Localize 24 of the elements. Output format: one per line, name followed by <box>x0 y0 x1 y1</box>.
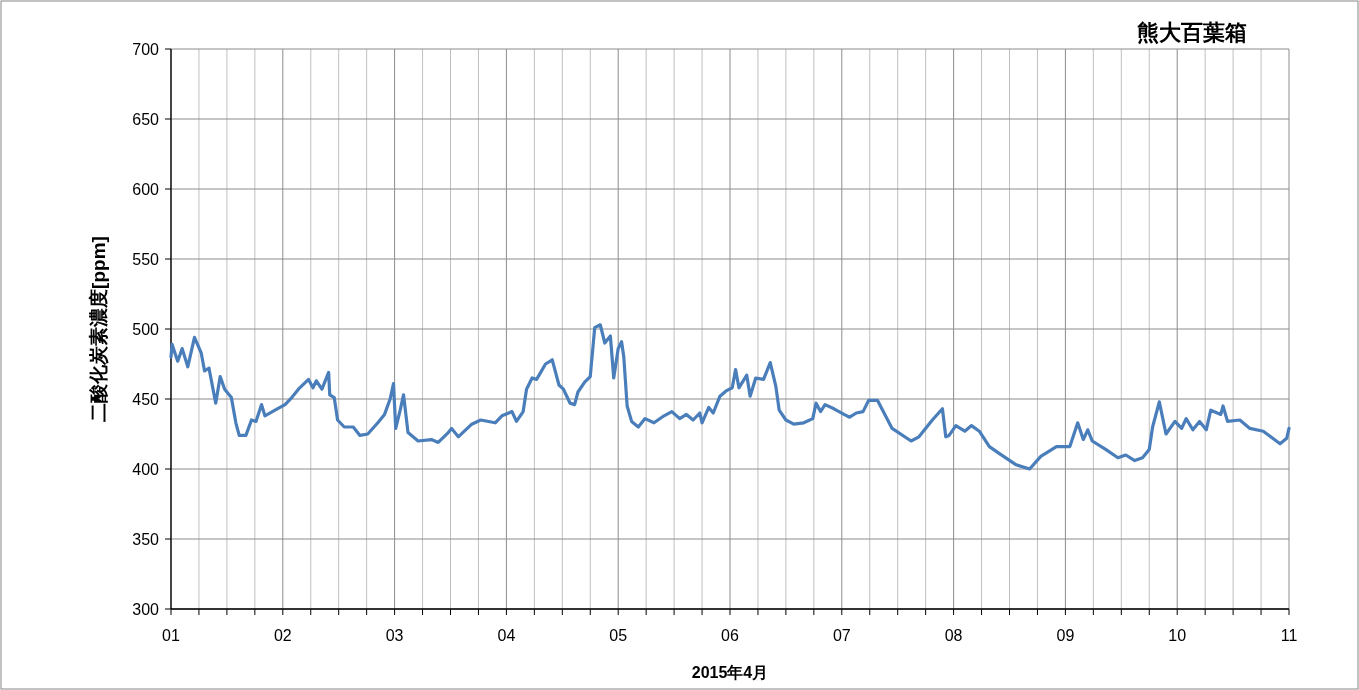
y-tick-label: 550 <box>132 250 160 268</box>
x-tick-label: 03 <box>385 627 404 644</box>
y-tick-label: 300 <box>132 600 160 618</box>
x-tick-label: 04 <box>497 627 516 644</box>
x-tick-label: 05 <box>609 627 628 644</box>
line-series <box>169 323 1291 471</box>
x-tick-label: 10 <box>1168 627 1187 644</box>
y-tick-label: 500 <box>132 320 160 338</box>
y-tick-label: 600 <box>132 180 160 198</box>
x-tick-label: 09 <box>1056 627 1075 644</box>
chart-title: 熊大百葉箱 <box>1137 20 1247 45</box>
y-axis-title: 二酸化炭素濃度[ppm] <box>88 236 109 422</box>
x-tick-label: 07 <box>832 627 851 644</box>
y-tick-label: 350 <box>132 530 160 548</box>
y-tick-label: 400 <box>132 460 160 478</box>
x-tick-label: 08 <box>944 627 963 644</box>
x-tick-label: 06 <box>721 627 739 644</box>
x-axis-title: 2015年4月 <box>691 664 769 681</box>
x-tick-label: 02 <box>273 627 292 644</box>
y-tick-label: 450 <box>132 390 160 408</box>
x-tick-label: 01 <box>162 627 180 644</box>
y-tick-label: 650 <box>132 110 160 128</box>
y-tick-label: 700 <box>132 40 160 58</box>
x-tick-label: 11 <box>1280 627 1298 644</box>
